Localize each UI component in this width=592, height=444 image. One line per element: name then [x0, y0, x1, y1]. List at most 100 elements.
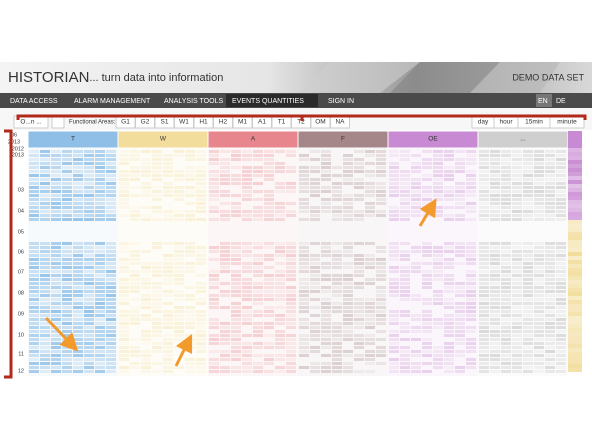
area-button[interactable]: G1	[121, 119, 130, 126]
cell	[556, 318, 566, 321]
cell	[444, 282, 454, 285]
nav-item[interactable]: SIGN IN	[328, 98, 354, 105]
cell	[29, 174, 39, 177]
area-button[interactable]: OM	[315, 119, 325, 126]
cell	[534, 370, 544, 373]
search-box[interactable]: O...n ...	[20, 119, 42, 126]
cell	[196, 346, 206, 349]
cell	[365, 334, 375, 337]
cell	[466, 294, 476, 297]
cell	[152, 174, 162, 177]
lang-button[interactable]: EN	[538, 98, 548, 105]
cell	[365, 322, 375, 325]
cell	[29, 286, 39, 289]
nav-item[interactable]: ANALYSIS TOOLS	[164, 98, 223, 105]
cell	[95, 218, 105, 221]
cell	[62, 286, 72, 289]
cell	[196, 250, 206, 253]
resolution-button[interactable]: 15min	[525, 119, 543, 126]
cell	[512, 266, 522, 269]
nav-item[interactable]: EVENTS QUANTITIES	[232, 98, 304, 105]
cell	[389, 342, 399, 345]
cell	[466, 202, 476, 205]
cell	[130, 274, 140, 277]
cell	[299, 170, 309, 173]
column-title[interactable]: T	[71, 136, 75, 143]
cell	[411, 162, 421, 165]
cell	[163, 282, 173, 285]
column-title[interactable]: F	[341, 136, 345, 143]
column-title[interactable]: A	[251, 136, 256, 143]
area-button[interactable]: T1	[278, 119, 286, 126]
cell	[51, 166, 61, 169]
cell	[152, 282, 162, 285]
nav-item[interactable]: DATA ACCESS	[10, 98, 58, 105]
area-button[interactable]: G2	[141, 119, 150, 126]
cell	[209, 178, 219, 181]
cell	[130, 298, 140, 301]
cell	[444, 366, 454, 369]
resolution-button[interactable]: minute	[557, 119, 577, 126]
cell	[512, 210, 522, 213]
cell	[174, 198, 184, 201]
cell	[343, 266, 353, 269]
cell	[286, 210, 296, 213]
area-button[interactable]: W1	[179, 119, 189, 126]
row-label: 11	[18, 351, 24, 357]
scroll-strip	[568, 356, 582, 360]
cell	[534, 258, 544, 261]
cell	[130, 178, 140, 181]
area-button[interactable]: H1	[199, 119, 208, 126]
scroll-strip	[568, 332, 582, 336]
cell	[163, 290, 173, 293]
cell	[534, 210, 544, 213]
cell	[490, 206, 500, 209]
cell	[119, 354, 129, 357]
cell	[490, 306, 500, 309]
cell	[545, 298, 555, 301]
cell	[501, 306, 511, 309]
nav-item[interactable]: ALARM MANAGEMENT	[74, 98, 151, 105]
cell	[321, 246, 331, 249]
resolution-button[interactable]: day	[478, 119, 489, 126]
cell	[545, 290, 555, 293]
cell	[534, 274, 544, 277]
cell	[231, 270, 241, 273]
cell	[51, 350, 61, 353]
cell	[400, 186, 410, 189]
cell	[400, 270, 410, 273]
cell	[466, 350, 476, 353]
cell	[174, 186, 184, 189]
cell	[501, 346, 511, 349]
cell	[163, 362, 173, 365]
cell	[220, 334, 230, 337]
lang-button[interactable]: DE	[556, 98, 566, 105]
area-button[interactable]: M1	[238, 119, 247, 126]
cell	[512, 166, 522, 169]
cell	[310, 270, 320, 273]
column-title[interactable]: OE	[428, 136, 438, 143]
cell	[163, 218, 173, 221]
cell	[332, 286, 342, 289]
cell	[242, 246, 252, 249]
cell	[220, 294, 230, 297]
column-title[interactable]: ...	[520, 136, 526, 143]
cell	[466, 282, 476, 285]
cell	[501, 182, 511, 185]
resolution-button[interactable]: hour	[499, 119, 513, 126]
cell	[152, 262, 162, 265]
area-button[interactable]: S1	[161, 119, 169, 126]
cell	[95, 198, 105, 201]
area-button[interactable]: T2	[297, 119, 305, 126]
cell	[490, 278, 500, 281]
cell	[29, 322, 39, 325]
area-button[interactable]: H2	[219, 119, 228, 126]
cell	[209, 274, 219, 277]
column-title[interactable]: W	[160, 136, 167, 143]
cell	[141, 278, 151, 281]
cell	[196, 342, 206, 345]
area-button[interactable]: NA	[335, 119, 345, 126]
cell	[253, 370, 263, 373]
area-button[interactable]: A1	[258, 119, 266, 126]
cell	[365, 314, 375, 317]
